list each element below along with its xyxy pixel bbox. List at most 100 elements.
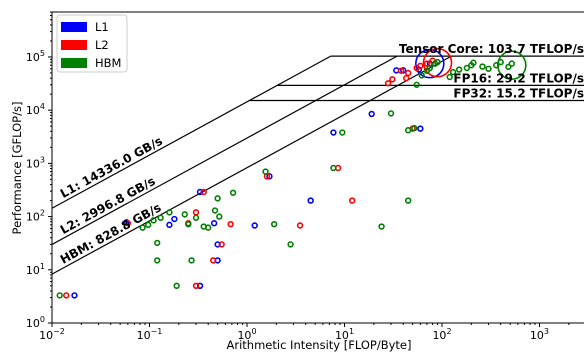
data-point xyxy=(209,257,217,264)
x-tick-label: 10−2 xyxy=(39,327,65,342)
highlight-point xyxy=(415,48,445,79)
y-tick-label: 100 xyxy=(26,315,45,330)
data-point xyxy=(434,58,441,66)
data-point xyxy=(124,220,132,227)
data-point xyxy=(413,81,420,88)
data-point xyxy=(505,63,512,71)
data-point xyxy=(211,207,219,214)
y-tick-label: 104 xyxy=(26,102,45,117)
x-tick-label: 101 xyxy=(335,327,354,342)
data-point xyxy=(449,68,457,76)
data-point xyxy=(229,189,237,196)
data-point xyxy=(455,66,463,73)
data-point xyxy=(384,80,392,87)
data-point xyxy=(426,64,434,72)
data-point xyxy=(171,215,178,223)
data-point xyxy=(200,188,207,196)
data-point xyxy=(423,60,431,67)
data-point xyxy=(349,197,356,204)
data-point xyxy=(397,67,405,74)
memory-roof-line xyxy=(52,55,398,245)
highlight-point xyxy=(422,47,453,78)
data-point xyxy=(378,223,385,230)
y-tick-label: 105 xyxy=(26,49,45,64)
compute-roof-label: FP32: 15.2 TFLOP/s xyxy=(453,86,584,100)
legend-swatch xyxy=(61,58,87,68)
data-points xyxy=(56,47,527,299)
data-point xyxy=(270,220,278,228)
data-point xyxy=(287,241,294,248)
y-tick-label: 103 xyxy=(26,155,45,170)
roof-lines xyxy=(52,55,584,275)
data-point xyxy=(417,125,424,132)
data-point xyxy=(56,292,63,299)
data-point xyxy=(214,195,221,202)
data-point xyxy=(192,282,200,290)
legend-label: HBM xyxy=(95,56,121,70)
data-point xyxy=(139,224,146,231)
legend-swatch xyxy=(61,40,87,50)
data-point xyxy=(387,110,395,117)
data-point xyxy=(296,222,304,229)
data-point xyxy=(418,72,425,79)
y-tick-label: 102 xyxy=(26,209,45,224)
data-point xyxy=(411,124,418,132)
x-tick-label: 102 xyxy=(432,327,451,342)
legend-swatch xyxy=(61,22,87,32)
data-point xyxy=(389,76,396,83)
data-point xyxy=(150,217,157,224)
data-point xyxy=(404,127,412,134)
x-tick-label: 10−1 xyxy=(137,327,163,342)
data-point xyxy=(307,197,314,204)
data-point xyxy=(251,222,258,229)
data-point xyxy=(404,69,412,77)
data-point xyxy=(166,221,173,229)
data-point xyxy=(181,211,188,218)
data-point xyxy=(470,59,477,66)
data-point xyxy=(262,168,269,175)
data-point xyxy=(216,213,223,220)
data-point xyxy=(479,63,486,70)
data-point xyxy=(330,164,337,172)
y-tick-label: 101 xyxy=(26,262,45,277)
memory-roof-line xyxy=(52,55,452,275)
axes: 10−2 10−1 100 101 102 103 100 101 102 103 104 105 xyxy=(26,11,584,342)
data-point xyxy=(192,214,200,221)
data-point xyxy=(368,110,375,118)
y-ticks: 100 101 102 103 104 105 xyxy=(26,11,52,330)
data-point xyxy=(157,214,164,221)
data-point xyxy=(403,74,410,82)
data-point xyxy=(485,65,492,72)
data-point xyxy=(154,239,161,247)
data-point xyxy=(463,64,471,72)
data-point xyxy=(185,220,192,228)
data-point xyxy=(417,62,424,70)
legend: L1 L2 HBM xyxy=(56,14,128,73)
data-point xyxy=(196,188,204,196)
x-tick-label: 100 xyxy=(237,327,256,342)
compute-roof-label: Tensor Core: 103.7 TFLOP/s xyxy=(399,42,584,56)
data-point xyxy=(330,129,337,136)
x-axis-label: Arithmetic Intensity [FLOP/Byte] xyxy=(227,338,412,352)
data-point xyxy=(154,257,161,264)
series-l2 xyxy=(63,47,453,299)
x-tick-label: 103 xyxy=(530,327,549,342)
x-ticks: 10−2 10−1 100 101 102 103 xyxy=(39,323,570,342)
highlight-point xyxy=(496,50,527,81)
legend-label: L1 xyxy=(95,20,109,34)
data-point xyxy=(145,221,152,229)
memory-roof-line xyxy=(52,55,332,209)
data-point xyxy=(508,60,515,67)
data-point xyxy=(63,292,70,299)
series-hbm xyxy=(56,50,527,299)
data-point xyxy=(188,257,195,264)
data-point xyxy=(493,62,500,69)
legend-label: L2 xyxy=(95,38,109,52)
y-axis-label: Performance [GFLOP/s] xyxy=(10,102,24,235)
series-l1 xyxy=(71,48,445,299)
data-point xyxy=(227,220,234,228)
data-point xyxy=(192,209,200,216)
data-point xyxy=(266,173,273,180)
